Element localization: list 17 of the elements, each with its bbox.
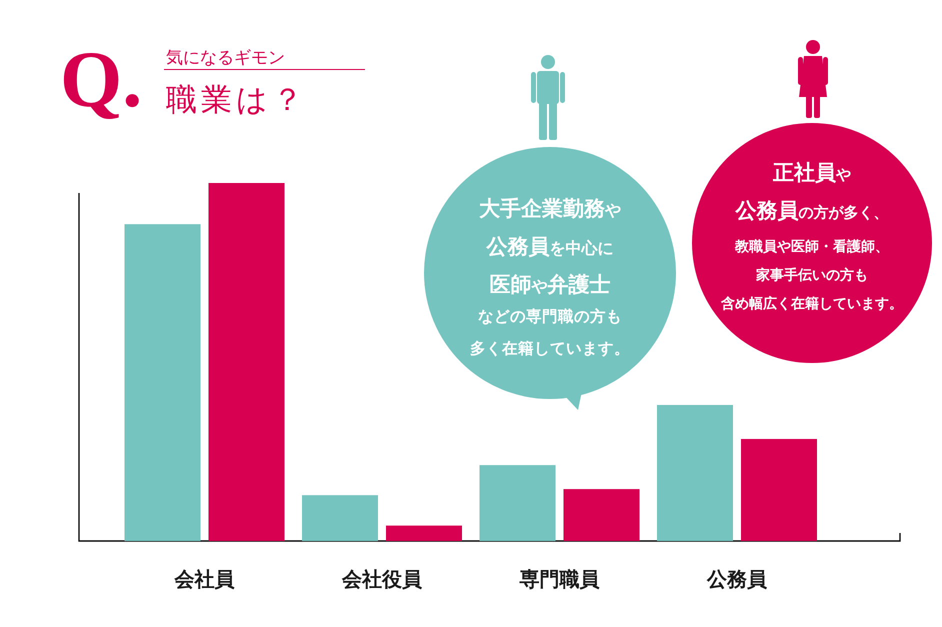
annotation: 正社員や — [773, 160, 851, 185]
annotation: 医師や弁護士 — [490, 272, 610, 297]
annotation: 家事手伝いの方も — [756, 268, 868, 284]
category-label: 専門職員 — [520, 567, 600, 591]
annotation: などの専門職の方も — [478, 308, 622, 326]
annotation: 公務員の方が多く、 — [736, 198, 888, 223]
category-label: 公務員 — [707, 567, 767, 591]
annotation: Q. — [60, 36, 142, 124]
annotation: 教職員や医師・看護師、 — [735, 239, 889, 256]
title: 職業は？ — [166, 82, 307, 117]
category-label: 会社役員 — [342, 567, 422, 591]
annotation: 含め幅広く在籍しています。 — [721, 296, 903, 312]
category-label: 会社員 — [174, 567, 234, 591]
annotation: 公務員を中心に — [486, 234, 614, 259]
annotation: 多く在籍しています。 — [470, 340, 630, 358]
subtitle: 気になるギモン — [166, 48, 285, 67]
annotation: 大手企業勤務や — [479, 196, 621, 221]
